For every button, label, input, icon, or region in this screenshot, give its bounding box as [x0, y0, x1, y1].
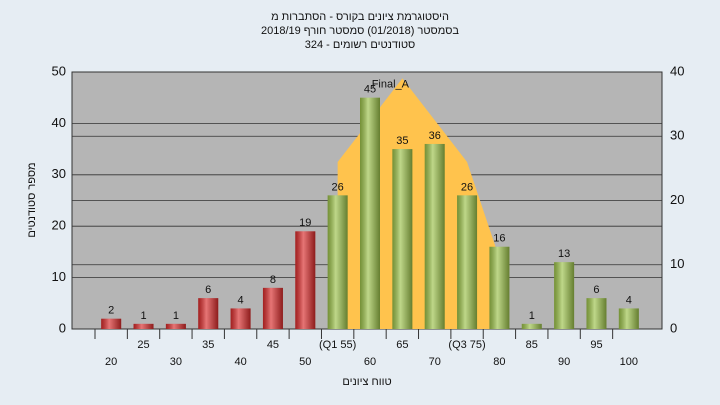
- value-label: 8: [270, 274, 276, 286]
- y-tick-label: 10: [52, 269, 66, 284]
- bar-shade: [457, 195, 478, 329]
- chart-subtitle: סטודנטים רשומים - 324: [305, 39, 416, 51]
- x-tick-label: 80: [493, 356, 505, 368]
- bar-shade: [618, 308, 639, 329]
- x-tick-label: (Q3 75): [448, 339, 485, 351]
- bar-shade: [133, 323, 154, 329]
- x-axis-label: טווח ציונים: [342, 376, 391, 388]
- bar-shade: [521, 323, 542, 329]
- x-tick-label: 45: [267, 339, 279, 351]
- bar-shade: [327, 195, 348, 329]
- x-tick-label: 95: [590, 339, 602, 351]
- x-tick-label: 35: [202, 339, 214, 351]
- bar-shade: [586, 298, 607, 329]
- y-tick-label: 20: [52, 218, 66, 233]
- x-tick-label: (Q1 55): [319, 339, 356, 351]
- bar-shade: [230, 308, 251, 329]
- x-tick-label: 100: [620, 356, 638, 368]
- bar-shade: [489, 246, 510, 329]
- value-label: 26: [332, 181, 344, 193]
- x-tick-label: 60: [364, 356, 376, 368]
- x-tick-label: 25: [137, 339, 149, 351]
- x-tick-label: 30: [170, 356, 182, 368]
- y-tick-label: 0: [59, 320, 66, 335]
- x-tick-label: 40: [234, 356, 246, 368]
- value-label: 16: [493, 233, 505, 245]
- value-label: 6: [593, 284, 599, 296]
- value-label: 1: [140, 310, 146, 322]
- y-axis-label: מספר סטודנטים: [26, 162, 38, 237]
- value-label: 13: [558, 248, 570, 260]
- value-label: 19: [299, 217, 311, 229]
- y2-tick-label: 40: [670, 63, 684, 78]
- value-label: 36: [429, 130, 441, 142]
- value-label: 4: [238, 294, 244, 306]
- bar-shade: [360, 97, 380, 329]
- value-label: 45: [364, 84, 376, 96]
- x-tick-label: 85: [526, 339, 538, 351]
- value-label: 2: [108, 305, 114, 317]
- bar-shade: [392, 149, 413, 329]
- x-tick-label: 50: [299, 356, 311, 368]
- value-label: 26: [461, 181, 473, 193]
- bar-shade: [295, 231, 316, 329]
- y2-tick-label: 20: [670, 192, 684, 207]
- value-label: 4: [626, 294, 632, 306]
- x-tick-label: 90: [558, 356, 570, 368]
- bar-shade: [262, 287, 283, 329]
- series-label: Final_A: [372, 78, 410, 90]
- bar-shade: [554, 262, 575, 329]
- value-label: 6: [205, 284, 211, 296]
- chart-subtitle: בסמסטר (01/2018) סמסטר חורף 2018/19: [261, 25, 459, 37]
- bar-shade: [198, 298, 219, 329]
- value-label: 35: [396, 135, 408, 147]
- x-tick-label: 20: [105, 356, 117, 368]
- y-tick-label: 50: [52, 63, 66, 78]
- bar-shade: [165, 323, 186, 329]
- bar-shade: [101, 318, 122, 329]
- value-label: 1: [529, 310, 535, 322]
- y2-tick-label: 10: [670, 256, 684, 271]
- y2-tick-label: 30: [670, 128, 684, 143]
- x-tick-label: 70: [429, 356, 441, 368]
- y2-tick-label: 0: [670, 320, 677, 335]
- y-tick-label: 30: [52, 166, 66, 181]
- x-tick-label: 65: [396, 339, 408, 351]
- y-tick-label: 40: [52, 115, 66, 130]
- bar-shade: [424, 143, 445, 329]
- value-label: 1: [173, 310, 179, 322]
- chart-title: היסטוגרמת ציונים בקורס - הסתברות מ: [271, 11, 449, 23]
